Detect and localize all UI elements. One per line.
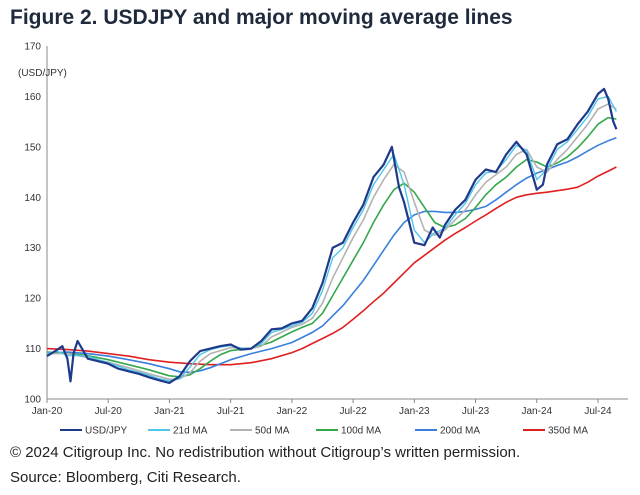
x-tick-label: Jul-23	[462, 406, 490, 417]
legend-label: 350d MA	[548, 426, 588, 437]
legend-label: USD/JPY	[85, 426, 128, 437]
series-line-50d-ma	[47, 103, 617, 381]
legend-label: 100d MA	[341, 426, 381, 437]
series-lines	[46, 87, 618, 384]
y-tick-label: 130	[24, 243, 41, 254]
x-tick-label: Jan-24	[521, 406, 552, 417]
series-line-100d-ma	[46, 116, 617, 378]
x-tick-label: Jan-20	[32, 406, 63, 417]
y-axis-label: (USD/JPY)	[18, 68, 67, 79]
series-line-21d-ma	[46, 95, 618, 382]
x-tick-label: Jul-24	[584, 406, 612, 417]
x-tick-label: Jul-22	[339, 406, 367, 417]
x-tick-label: Jan-23	[399, 406, 430, 417]
y-tick-label: 100	[24, 395, 41, 406]
legend-label: 200d MA	[440, 426, 480, 437]
series-line-200d-ma	[46, 137, 617, 374]
x-tick-label: Jul-20	[95, 406, 123, 417]
copyright-note: © 2024 Citigroup Inc. No redistribution …	[10, 444, 521, 461]
legend-label: 21d MA	[173, 426, 208, 437]
y-tick-label: 150	[24, 142, 41, 153]
series-line-350d-ma	[46, 166, 617, 366]
chart-title: Figure 2. USDJPY and major moving averag…	[10, 6, 513, 29]
x-tick-label: Jan-22	[277, 406, 308, 417]
y-tick-label: 160	[24, 92, 41, 103]
x-tick-label: Jul-21	[217, 406, 245, 417]
source-note: Source: Bloomberg, Citi Research.	[10, 469, 241, 486]
y-tick-label: 140	[24, 193, 41, 204]
y-tick-label: 110	[25, 344, 41, 355]
axes	[46, 46, 628, 400]
x-tick-label: Jan-21	[154, 406, 185, 417]
y-tick-labels: 100 110 120 130 140 150 160 170	[24, 42, 41, 406]
x-tick-labels: Jan-20 Jul-20 Jan-21 Jul-21 Jan-22 Jul-22 Jan-…	[32, 399, 612, 417]
legend: USD/JPY 21d MA 50d MA 100d MA 200d MA 350d MA	[60, 426, 588, 437]
y-tick-label: 120	[24, 294, 41, 305]
y-tick-label: 170	[24, 42, 41, 53]
legend-label: 50d MA	[255, 426, 290, 437]
series-line-usd-jpy	[46, 87, 618, 384]
